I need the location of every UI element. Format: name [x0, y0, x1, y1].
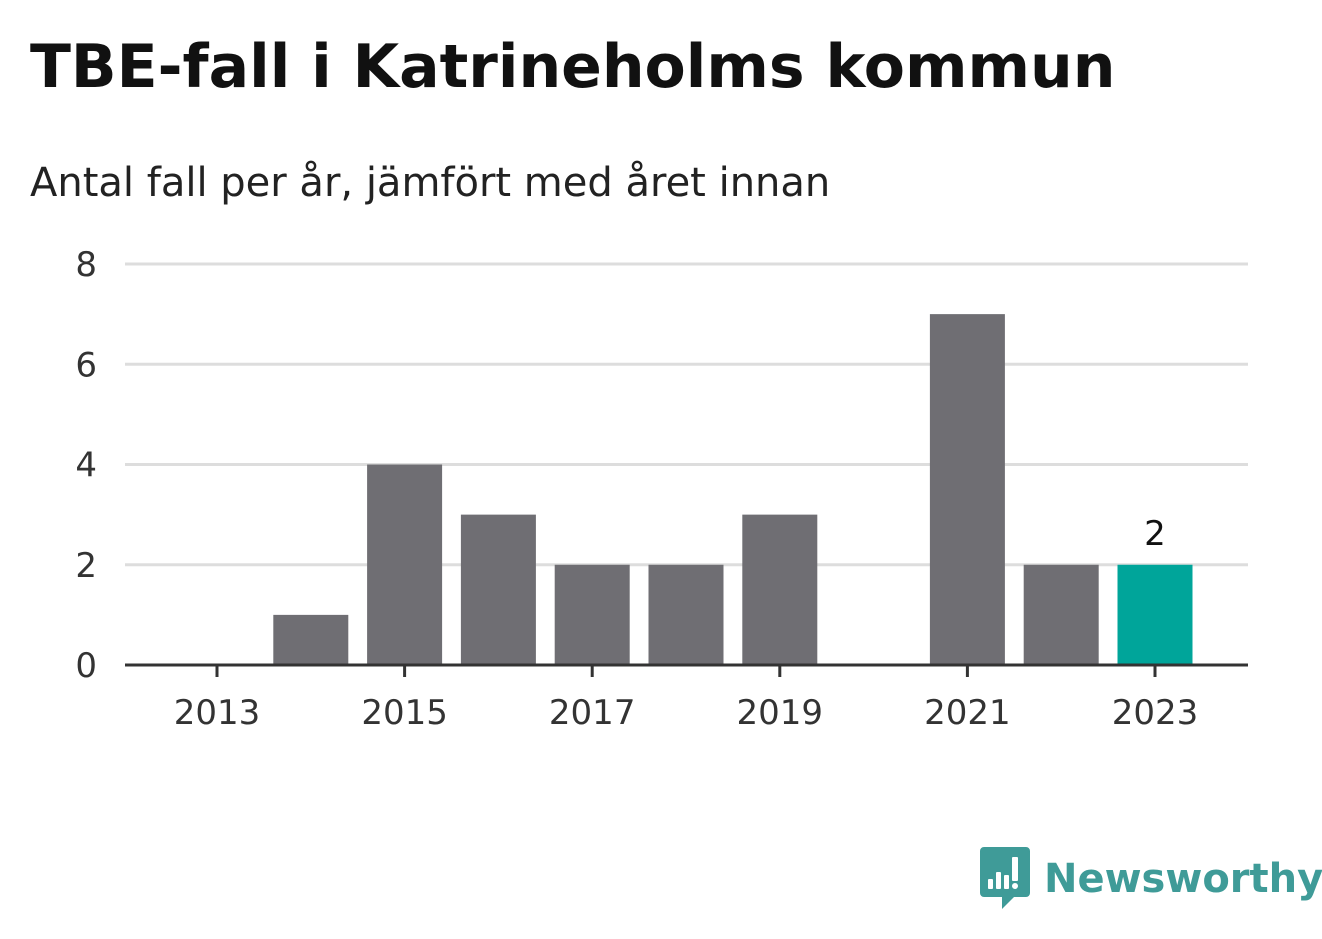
bar-2014 [273, 614, 349, 665]
bar-2023 [1117, 564, 1193, 665]
x-tick-label: 2023 [1112, 693, 1199, 733]
bar-2021 [929, 314, 1005, 665]
bar-2018 [648, 564, 724, 665]
bar-2022 [1023, 564, 1099, 665]
x-axis-labels: 2013 2015 2017 2019 2021 2023 [174, 693, 1199, 733]
x-tick-label: 2021 [924, 693, 1011, 733]
y-tick-label: 0 [75, 646, 97, 686]
y-tick-label: 4 [75, 446, 97, 486]
bar-2015 [367, 464, 443, 665]
chart-title: TBE-fall i Katrineholms kommun [30, 32, 1116, 102]
x-tick-label: 2019 [737, 693, 824, 733]
chart-subtitle: Antal fall per år, jämfört med året inna… [30, 160, 831, 206]
bar-2016 [460, 514, 536, 665]
bar-chart: 0 2 4 6 8 2013 2015 2017 2019 2021 2023 2 [75, 245, 1248, 733]
gridlines [125, 262, 1248, 567]
y-tick-label: 8 [75, 245, 97, 285]
x-tick-label: 2013 [174, 693, 261, 733]
x-tick-label: 2015 [361, 693, 448, 733]
x-tick-label: 2017 [549, 693, 636, 733]
bar-2019 [742, 514, 818, 665]
y-tick-label: 2 [75, 546, 97, 586]
bar-2017 [554, 564, 630, 665]
x-axis [125, 663, 1248, 677]
data-labels: 2 [1144, 514, 1166, 554]
y-axis-labels: 0 2 4 6 8 [75, 245, 97, 686]
data-label-2023: 2 [1144, 514, 1166, 554]
y-tick-label: 6 [75, 345, 97, 385]
bars [273, 314, 1193, 665]
brand-name: Newsworthy [1044, 856, 1322, 902]
newsworthy-logo: Newsworthy [980, 846, 1322, 912]
newsworthy-bar-chart-icon [980, 847, 1030, 909]
